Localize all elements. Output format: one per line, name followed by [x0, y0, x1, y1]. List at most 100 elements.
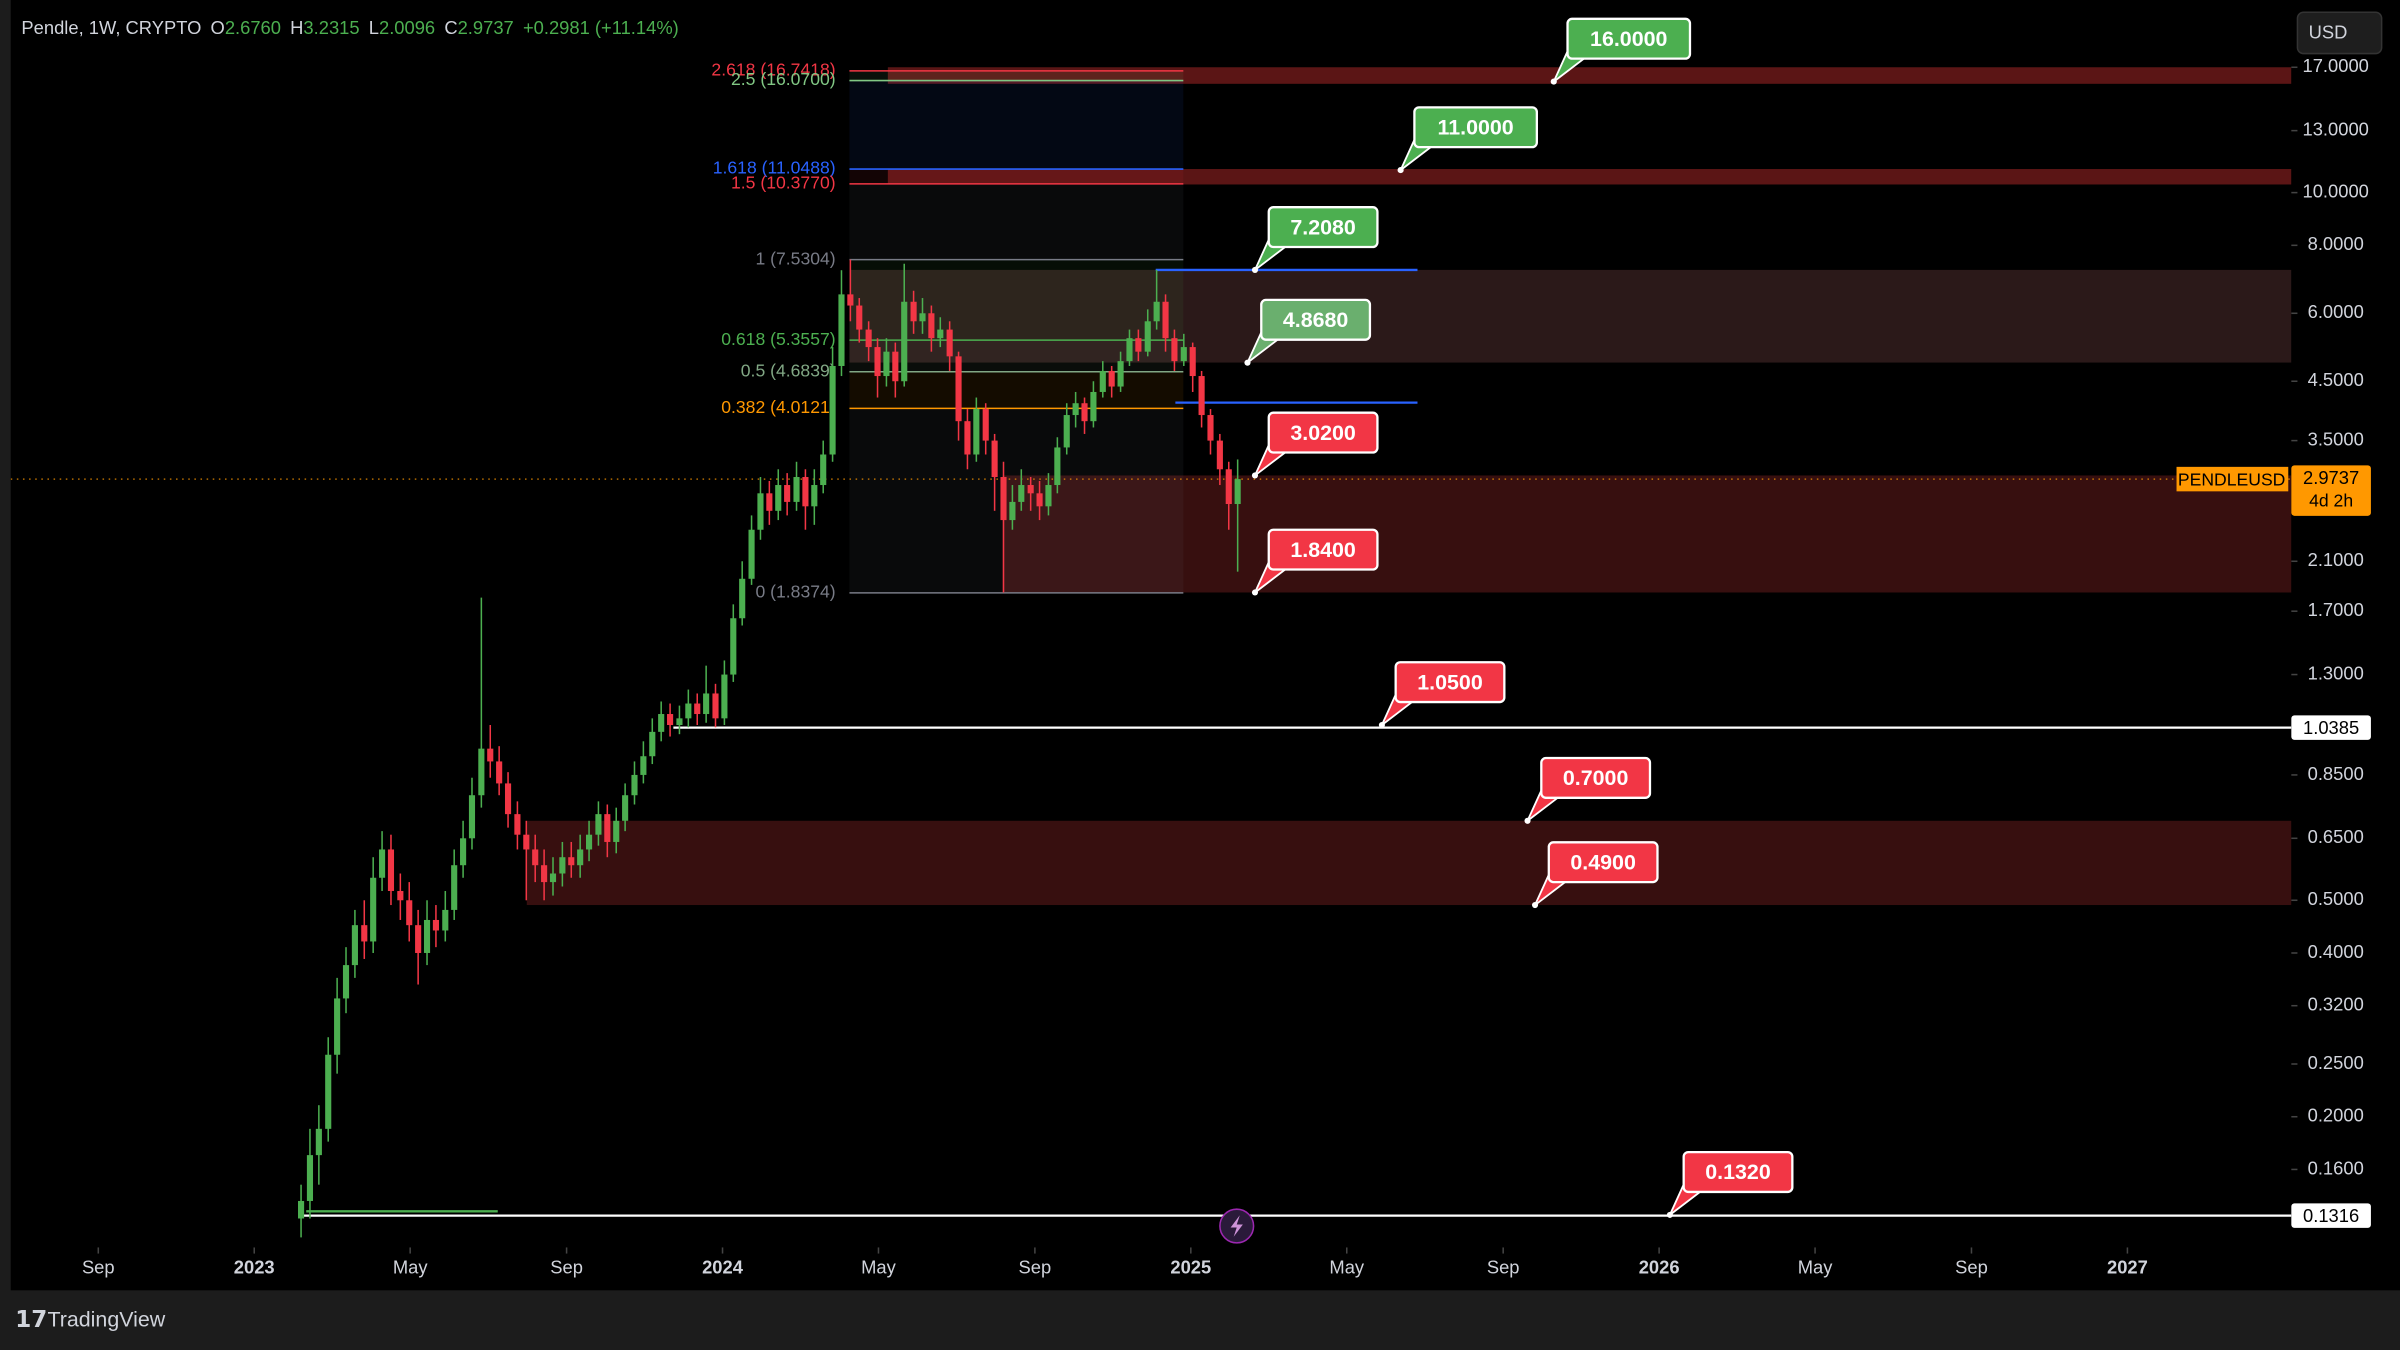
ohlc-value: 2.0096 [379, 17, 435, 38]
price-marker [2291, 1203, 2371, 1228]
candle-body [342, 965, 350, 999]
candle-body [1171, 338, 1178, 362]
countdown-label: 4d 2h [2309, 491, 2353, 511]
callout-label: 1.0500 [1417, 670, 1483, 694]
candle-body [397, 891, 404, 901]
x-tick-label: May [1798, 1257, 1834, 1278]
candle-body [982, 409, 989, 441]
callout-box [1547, 841, 1659, 884]
candle-body [856, 305, 863, 330]
candle-body [703, 693, 710, 715]
fib-label: 0.5 (4.6839) [741, 360, 836, 380]
candle-body [793, 477, 800, 502]
ohlc-value: 3.2315 [303, 17, 359, 38]
candle-body [838, 294, 845, 366]
candle-body [1108, 370, 1115, 387]
x-tick-label: May [393, 1257, 429, 1278]
candle-body [361, 925, 368, 942]
candle-body [568, 857, 575, 866]
y-tick-label: 17.0000 [2303, 55, 2369, 76]
fib-band [849, 80, 1184, 170]
candle-body [604, 814, 611, 842]
y-tick-label: 0.3200 [2308, 994, 2364, 1015]
callout-label: 0.4900 [1570, 850, 1636, 874]
candle-body [829, 365, 836, 455]
candle-body [676, 718, 683, 726]
last-price-label: 2.9737 [2303, 467, 2359, 488]
y-tick-label: 1.7000 [2308, 599, 2364, 620]
candle-body [334, 998, 341, 1055]
brand-logo: 𝟭𝟳 [15, 1306, 47, 1332]
callout-label: 11.0000 [1438, 115, 1514, 139]
ohlc-key: H [290, 17, 303, 38]
fib-label: 1.618 (11.0488) [713, 158, 836, 178]
candle-body [712, 693, 719, 719]
candle-body [631, 774, 638, 796]
callout-label: 7.2080 [1290, 215, 1356, 239]
candle-body [1099, 370, 1106, 392]
candle-body [523, 834, 530, 850]
fib-label: 0 (1.8374) [755, 581, 835, 601]
candle-body [1198, 376, 1205, 416]
y-tick-label: 8.0000 [2308, 233, 2364, 254]
plot-area: 2.618 (16.7418)2.5 (16.0700) 1.618 (11.04… [10, 60, 2292, 1238]
candle-body [766, 493, 773, 511]
candle-body [1063, 415, 1070, 448]
candle-body [865, 329, 872, 348]
y-tick-label: 0.2500 [2308, 1052, 2364, 1073]
candle-body [1090, 391, 1097, 422]
candle-body [478, 748, 485, 796]
candle-body [451, 865, 458, 910]
callout-box [1260, 298, 1372, 341]
callout-anchor [1550, 78, 1557, 85]
candle-body [640, 756, 647, 775]
candle-body [387, 849, 395, 892]
price-marker [2291, 715, 2371, 740]
y-tick-label: 0.4000 [2308, 941, 2364, 962]
fib-band [849, 259, 1184, 341]
x-tick-label: 2023 [234, 1257, 275, 1278]
candle-body [847, 294, 854, 306]
currency-button[interactable] [2296, 11, 2383, 55]
candle-body [1054, 447, 1061, 486]
ohlc-key: O [211, 17, 225, 38]
candle-body [1216, 440, 1223, 470]
callout-label: 4.8680 [1283, 308, 1349, 332]
callout-anchor [1666, 1211, 1673, 1218]
candle-body [406, 900, 413, 926]
candle-body [559, 857, 566, 874]
candle-body [423, 919, 431, 953]
x-tick-label: Sep [1955, 1257, 1988, 1278]
candle-body [370, 877, 377, 942]
symbol-tag-label: PENDLEUSD [2178, 469, 2286, 489]
callout-label: 0.1320 [1705, 1160, 1771, 1184]
currency-label[interactable]: USD [2309, 22, 2348, 43]
candle-body [1036, 493, 1043, 507]
candle-body [1162, 301, 1169, 339]
candle-body [496, 761, 503, 784]
y-tick-label: 4.5000 [2308, 369, 2364, 390]
fib-band [849, 340, 1184, 372]
x-tick-label: May [1329, 1257, 1365, 1278]
candle-body [946, 329, 953, 357]
fib-band [849, 169, 1184, 184]
zone [887, 67, 2292, 84]
candle-body [1234, 479, 1241, 505]
callout-label: 16.0000 [1590, 27, 1667, 51]
candle-body [1225, 469, 1232, 505]
fib-label: 0.618 (5.3557) [721, 329, 835, 349]
candle-body [919, 313, 926, 322]
candle-body [667, 714, 674, 726]
fib-band [849, 183, 1184, 260]
brand-name[interactable]: TradingView [47, 1308, 165, 1332]
callout-box [1267, 206, 1379, 249]
callout-label: 1.8400 [1290, 538, 1356, 562]
candle-body [1009, 501, 1016, 521]
x-tick-label: 2027 [2107, 1257, 2148, 1278]
candle-body [1153, 301, 1160, 322]
y-tick-label: 1.3000 [2308, 662, 2364, 683]
candle-body [415, 925, 422, 953]
callout-box [1540, 756, 1652, 799]
